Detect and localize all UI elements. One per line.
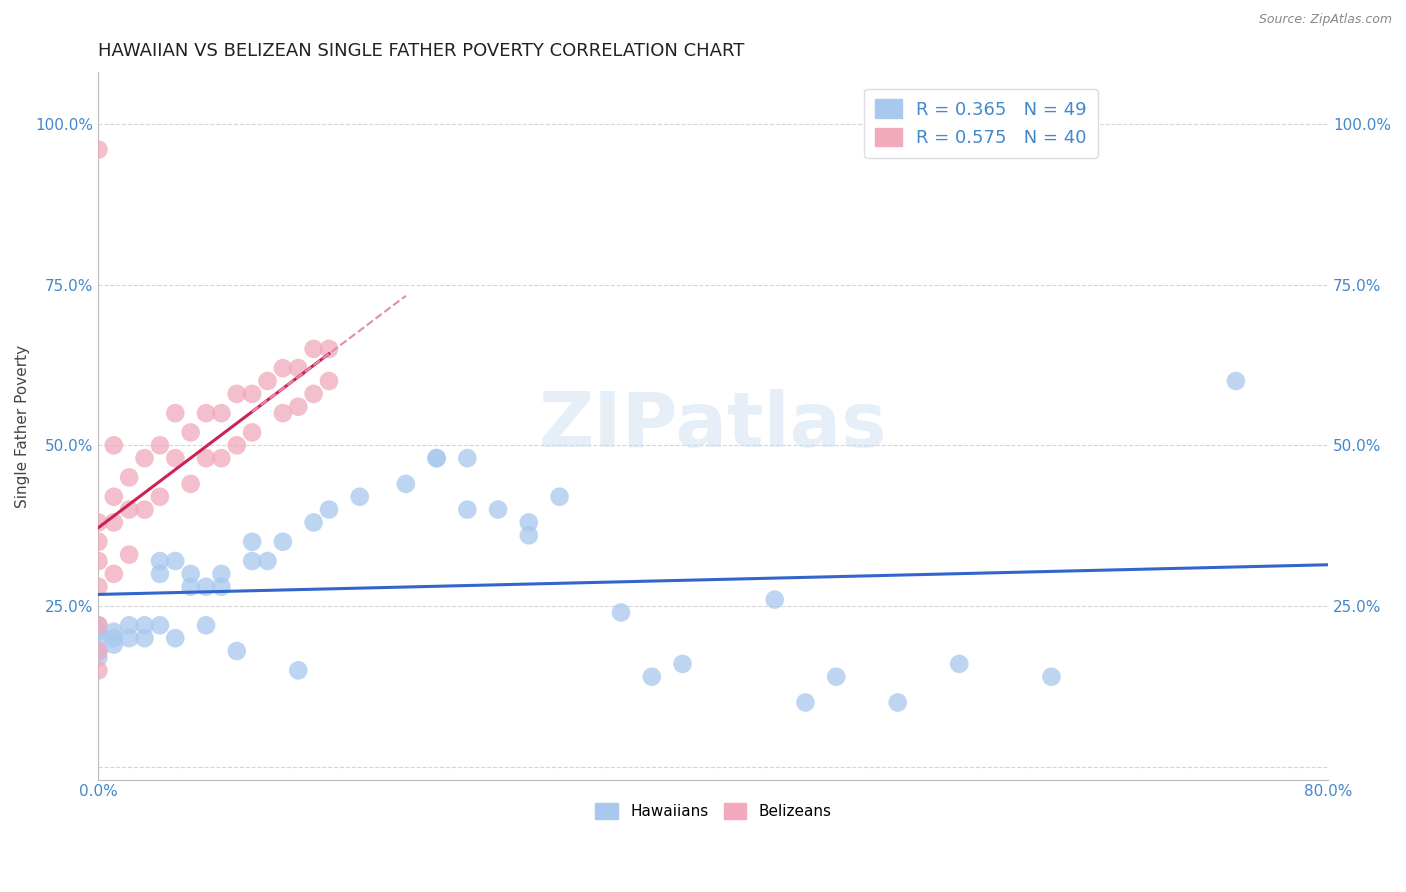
Point <box>118 470 141 484</box>
Point <box>165 631 187 645</box>
Point <box>87 618 110 632</box>
Point <box>225 438 247 452</box>
Text: ZIPatlas: ZIPatlas <box>538 389 887 463</box>
Point <box>118 502 141 516</box>
Point <box>1225 374 1247 388</box>
Point <box>302 342 325 356</box>
Point <box>486 502 509 516</box>
Point <box>517 528 540 542</box>
Point <box>825 670 848 684</box>
Point <box>302 387 325 401</box>
Point <box>271 361 294 376</box>
Point <box>794 696 817 710</box>
Point <box>180 566 202 581</box>
Point <box>87 644 110 658</box>
Point <box>103 438 125 452</box>
Point <box>180 425 202 440</box>
Point <box>165 451 187 466</box>
Point <box>87 663 110 677</box>
Point <box>209 566 232 581</box>
Point <box>517 516 540 530</box>
Point <box>118 548 141 562</box>
Point <box>87 580 110 594</box>
Point <box>887 696 910 710</box>
Point <box>240 387 263 401</box>
Point <box>671 657 693 671</box>
Point <box>209 580 232 594</box>
Point <box>240 554 263 568</box>
Point <box>195 580 218 594</box>
Point <box>225 387 247 401</box>
Point <box>149 566 172 581</box>
Point <box>87 631 110 645</box>
Point <box>318 374 340 388</box>
Point <box>118 631 141 645</box>
Point <box>87 624 110 639</box>
Point <box>209 406 232 420</box>
Point <box>134 451 156 466</box>
Point <box>287 361 309 376</box>
Point <box>948 657 970 671</box>
Point <box>103 516 125 530</box>
Point <box>225 644 247 658</box>
Point <box>318 342 340 356</box>
Point <box>349 490 371 504</box>
Point <box>548 490 571 504</box>
Point <box>87 516 110 530</box>
Point <box>610 606 633 620</box>
Point <box>426 451 449 466</box>
Point <box>256 554 278 568</box>
Point <box>1040 670 1063 684</box>
Point <box>195 451 218 466</box>
Y-axis label: Single Father Poverty: Single Father Poverty <box>15 344 30 508</box>
Point <box>165 406 187 420</box>
Point <box>149 490 172 504</box>
Point <box>240 425 263 440</box>
Point <box>134 502 156 516</box>
Point <box>271 406 294 420</box>
Point <box>209 451 232 466</box>
Point <box>318 502 340 516</box>
Point <box>165 554 187 568</box>
Text: Source: ZipAtlas.com: Source: ZipAtlas.com <box>1258 13 1392 27</box>
Point <box>240 534 263 549</box>
Point <box>287 400 309 414</box>
Point <box>134 618 156 632</box>
Point <box>103 631 125 645</box>
Point <box>195 406 218 420</box>
Point <box>195 618 218 632</box>
Point <box>641 670 664 684</box>
Point <box>302 516 325 530</box>
Point <box>118 618 141 632</box>
Point <box>87 618 110 632</box>
Point <box>180 476 202 491</box>
Point <box>426 451 449 466</box>
Point <box>287 663 309 677</box>
Point <box>87 644 110 658</box>
Point <box>103 638 125 652</box>
Point <box>271 534 294 549</box>
Point <box>456 451 478 466</box>
Point <box>103 624 125 639</box>
Legend: Hawaiians, Belizeans: Hawaiians, Belizeans <box>589 797 838 825</box>
Point <box>134 631 156 645</box>
Point <box>149 438 172 452</box>
Point <box>456 502 478 516</box>
Text: HAWAIIAN VS BELIZEAN SINGLE FATHER POVERTY CORRELATION CHART: HAWAIIAN VS BELIZEAN SINGLE FATHER POVER… <box>98 42 745 60</box>
Point <box>395 476 418 491</box>
Point <box>256 374 278 388</box>
Point <box>763 592 786 607</box>
Point <box>87 534 110 549</box>
Point <box>180 580 202 594</box>
Point <box>87 650 110 665</box>
Point <box>87 554 110 568</box>
Point <box>149 554 172 568</box>
Point <box>87 143 110 157</box>
Point <box>103 566 125 581</box>
Point <box>149 618 172 632</box>
Point <box>103 490 125 504</box>
